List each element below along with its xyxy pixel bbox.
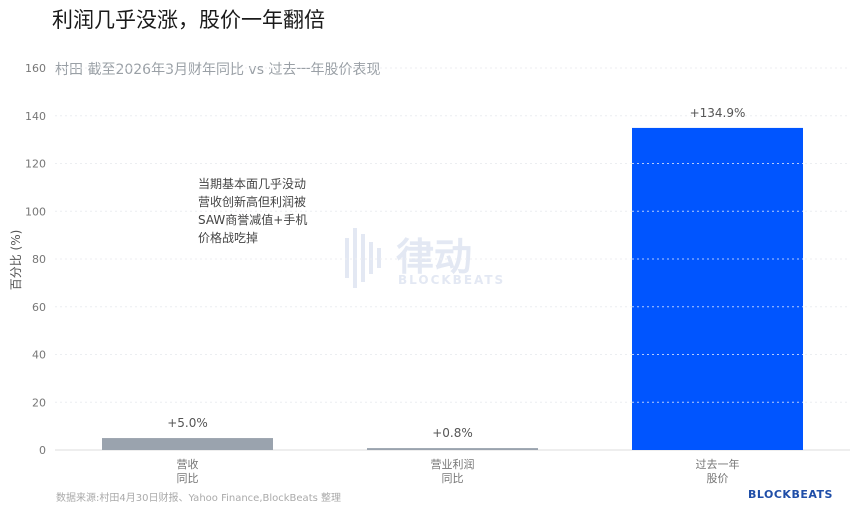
watermark-text: 律动 (396, 235, 473, 279)
y-tick-label: 160 (25, 62, 46, 75)
chart-annotation: 当期基本面几乎没动 营收创新高但利润被 SAW商誉减值+手机 价格战吃掉 (198, 177, 308, 245)
y-tick-label: 60 (32, 301, 46, 314)
y-tick-label: 120 (25, 158, 46, 171)
x-tick-label: 股价 (707, 472, 729, 485)
y-tick-label: 140 (25, 110, 46, 123)
bar (102, 438, 273, 450)
data-label: +134.9% (690, 106, 746, 120)
data-label: +5.0% (167, 416, 208, 430)
watermark-logo-icon (345, 228, 381, 288)
bar (632, 127, 803, 451)
x-tick-label: 同比 (177, 472, 199, 485)
bar (367, 448, 538, 450)
x-tick-label: 营收 (177, 457, 199, 471)
data-label: +0.8% (432, 426, 473, 440)
watermark-subtext: BLOCKBEATS (398, 273, 506, 287)
y-tick-label: 80 (32, 253, 46, 266)
y-tick-label: 0 (39, 444, 46, 457)
chart-title: 利润几乎没涨，股价一年翻倍 (52, 8, 325, 32)
brand-logo: BLOCKBEATS (748, 488, 833, 501)
brand-text: BLOCKBEATS (748, 488, 833, 501)
x-tick-label: 营业利润 (431, 457, 475, 471)
y-tick-label: 20 (32, 396, 46, 409)
chart-subtitle: 村田 截至2026年3月财年同比 vs 过去一年股价表现 (55, 62, 381, 78)
y-tick-label: 100 (25, 205, 46, 218)
x-tick-label: 同比 (442, 472, 464, 485)
x-tick-label: 过去一年 (696, 457, 740, 471)
y-axis-label: 百分比 (%) (9, 230, 23, 291)
data-source-note: 数据来源:村田4月30日财报、Yahoo Finance,BlockBeats … (56, 493, 341, 504)
y-tick-label: 40 (32, 349, 46, 362)
